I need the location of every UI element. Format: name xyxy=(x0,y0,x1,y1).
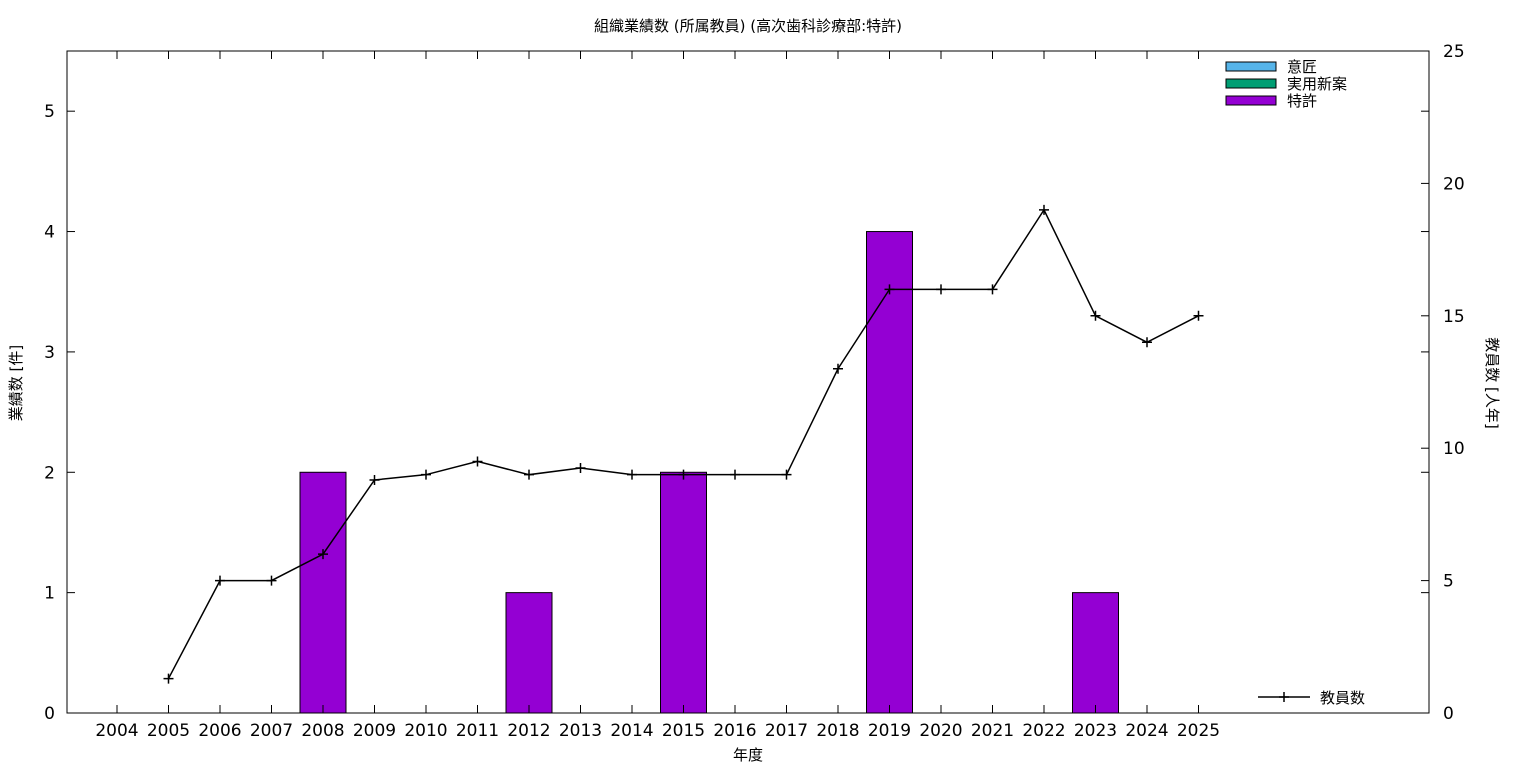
chart-title: 組織業績数 (所属教員) (高次歯科診療部:特許) xyxy=(594,17,902,35)
y-tick-label: 5 xyxy=(44,102,55,122)
x-tick-label: 2005 xyxy=(147,721,190,741)
data-point xyxy=(730,469,740,480)
x-tick-label: 2010 xyxy=(404,721,447,741)
data-point xyxy=(1090,310,1101,321)
line-legend: 教員数 xyxy=(1258,689,1365,707)
bar xyxy=(505,592,553,714)
x-tick-label: 2016 xyxy=(713,721,756,741)
y2-tick-label: 0 xyxy=(1443,704,1454,724)
x-tick-label: 2012 xyxy=(507,721,550,741)
data-point xyxy=(318,549,328,560)
data-point xyxy=(1039,204,1049,215)
y2-tick-label: 15 xyxy=(1443,307,1465,327)
x-axis-title: 年度 xyxy=(733,746,763,764)
x-tick-label: 2014 xyxy=(610,721,653,741)
data-point xyxy=(524,469,534,480)
data-point xyxy=(678,469,689,480)
y-tick-label: 4 xyxy=(44,223,55,243)
x-tick-label: 2020 xyxy=(919,721,962,741)
data-point xyxy=(472,456,483,467)
data-point xyxy=(1193,310,1204,321)
data-point xyxy=(215,575,225,586)
legend-label: 意匠 xyxy=(1287,58,1317,76)
data-point xyxy=(163,673,174,684)
y-tick-label: 2 xyxy=(44,463,55,483)
x-tick-label: 2006 xyxy=(198,721,241,741)
x-tick-label: 2015 xyxy=(662,721,705,741)
x-tick-label: 2019 xyxy=(868,721,911,741)
bar xyxy=(299,471,347,714)
x-tick-label: 2021 xyxy=(971,721,1014,741)
x-tick-label: 2024 xyxy=(1125,721,1168,741)
y-tick-label: 0 xyxy=(44,704,55,724)
legend-swatch xyxy=(1225,78,1277,89)
y2-tick-label: 20 xyxy=(1443,174,1465,194)
legend-label: 教員数 xyxy=(1320,689,1365,707)
legend-label: 実用新案 xyxy=(1287,75,1347,93)
y2-tick-label: 5 xyxy=(1443,572,1454,592)
data-point xyxy=(266,575,277,586)
data-point xyxy=(936,284,946,295)
x-tick-label: 2018 xyxy=(816,721,859,741)
x-tick-label: 2022 xyxy=(1022,721,1065,741)
x-tick-label: 2025 xyxy=(1177,721,1220,741)
bar-group xyxy=(299,231,1119,714)
x-tick-label: 2008 xyxy=(301,721,344,741)
y-axis-title: 業績数 [件] xyxy=(7,345,25,421)
x-tick-label: 2017 xyxy=(765,721,808,741)
legend-point-sample xyxy=(1279,692,1289,702)
x-tick-label: 2023 xyxy=(1074,721,1117,741)
y2-tick-label: 10 xyxy=(1443,439,1465,459)
y-tick-label: 1 xyxy=(44,584,55,604)
bar xyxy=(660,471,707,714)
legend-label: 特許 xyxy=(1287,92,1317,110)
x-tick-label: 2007 xyxy=(250,721,293,741)
data-point xyxy=(575,463,586,474)
data-point xyxy=(627,469,637,480)
x-tick-label: 2004 xyxy=(95,721,138,741)
y2-axis-title: 教員数 [人年] xyxy=(1483,337,1501,428)
x-tick-label: 2011 xyxy=(456,721,499,741)
data-point xyxy=(781,469,792,480)
data-point xyxy=(987,284,998,295)
bar xyxy=(1072,592,1119,714)
data-point xyxy=(884,284,895,295)
data-point xyxy=(833,363,843,374)
y-tick-label: 3 xyxy=(44,343,55,363)
data-point xyxy=(1142,337,1152,348)
legend-swatch xyxy=(1225,61,1277,72)
data-point xyxy=(421,469,431,480)
legend-swatch xyxy=(1225,95,1277,106)
x-tick-label: 2013 xyxy=(559,721,602,741)
data-point xyxy=(369,474,380,485)
line-group xyxy=(163,204,1204,684)
bar xyxy=(866,231,913,714)
plot-frame xyxy=(66,50,1430,714)
x-tick-label: 2009 xyxy=(353,721,396,741)
y2-tick-label: 25 xyxy=(1443,42,1465,62)
